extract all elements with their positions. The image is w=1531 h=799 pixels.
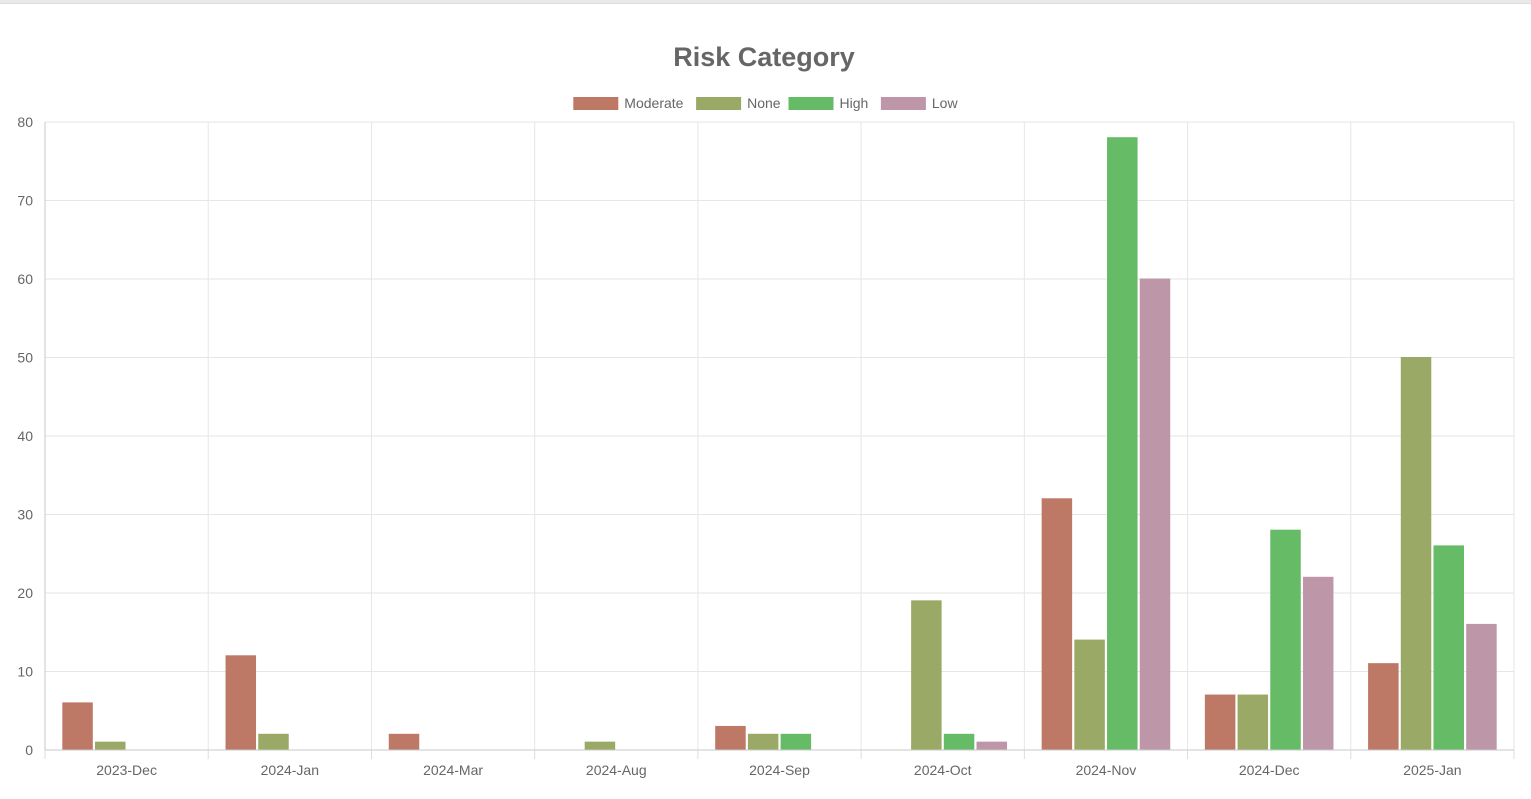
grid-lines [45, 121, 1515, 750]
legend-label: High [840, 95, 869, 111]
bar-none-2024-oct[interactable] [911, 600, 942, 751]
x-tick-label: 2024-Jan [261, 762, 319, 778]
bar-high-2024-dec[interactable] [1270, 529, 1301, 751]
x-tick-label: 2024-Mar [423, 762, 483, 778]
x-tick-label: 2023-Dec [96, 762, 157, 778]
x-tick-label: 2025-Jan [1403, 762, 1461, 778]
bar-high-2025-jan[interactable] [1433, 545, 1464, 751]
x-tick-label: 2024-Oct [914, 762, 972, 778]
y-tick-label: 20 [17, 585, 33, 601]
legend-swatch [788, 97, 834, 110]
legend-item-low[interactable]: Low [880, 95, 959, 111]
bar-high-2024-sep[interactable] [780, 733, 812, 751]
y-tick-label: 40 [17, 428, 33, 444]
y-tick-label: 10 [17, 664, 33, 680]
bar-low-2024-dec[interactable] [1302, 576, 1334, 751]
bar-none-2024-sep[interactable] [747, 733, 779, 751]
bar-moderate-2024-sep[interactable] [715, 725, 746, 751]
axes: 0 10 20 30 40 50 60 70 80 2023-Dec 2024-Jan 2024-Ma… [17, 114, 1515, 778]
bar-moderate-2024-dec[interactable] [1204, 694, 1236, 751]
bar-high-2024-oct[interactable] [943, 733, 975, 751]
legend-item-high[interactable]: High [788, 95, 869, 111]
y-tick-label: 30 [17, 507, 33, 523]
top-border [0, 0, 1531, 4]
chart-title: Risk Category [673, 42, 855, 72]
x-tick-label: 2024-Dec [1239, 762, 1300, 778]
bar-moderate-2023-dec[interactable] [62, 702, 93, 751]
bar-none-2025-jan[interactable] [1400, 357, 1432, 751]
bar-moderate-2024-nov[interactable] [1041, 498, 1073, 751]
bar-low-2024-nov[interactable] [1139, 278, 1171, 751]
bar-low-2024-oct[interactable] [976, 741, 1008, 751]
bar-low-2025-jan[interactable] [1466, 623, 1497, 751]
y-tick-label: 50 [17, 350, 33, 366]
bar-high-2024-nov[interactable] [1107, 137, 1138, 751]
bar-none-2024-nov[interactable] [1074, 639, 1105, 751]
legend-swatch [573, 97, 619, 110]
bar-moderate-2024-jan[interactable] [225, 655, 257, 751]
bar-none-2024-jan[interactable] [258, 733, 289, 751]
legend-swatch [696, 97, 742, 110]
bar-none-2023-dec[interactable] [95, 741, 126, 751]
x-tick-label: 2024-Aug [586, 762, 647, 778]
bar-none-2024-aug[interactable] [584, 741, 616, 751]
bar-moderate-2025-jan[interactable] [1368, 663, 1399, 751]
bars [62, 137, 1497, 751]
legend-label: Moderate [624, 95, 683, 111]
legend-swatch [880, 97, 926, 110]
y-tick-label: 70 [17, 193, 33, 209]
x-tick-label: 2024-Sep [749, 762, 810, 778]
legend[interactable]: Moderate None High Low [573, 95, 958, 111]
y-tick-label: 60 [17, 271, 33, 287]
legend-label: Low [932, 95, 959, 111]
bar-none-2024-dec[interactable] [1237, 694, 1269, 751]
legend-label: None [747, 95, 781, 111]
y-tick-label: 0 [25, 742, 33, 758]
bar-moderate-2024-mar[interactable] [388, 733, 420, 751]
x-tick-label: 2024-Nov [1076, 762, 1137, 778]
legend-item-none[interactable]: None [696, 95, 781, 111]
y-tick-label: 80 [17, 114, 33, 130]
legend-item-moderate[interactable]: Moderate [573, 95, 684, 111]
